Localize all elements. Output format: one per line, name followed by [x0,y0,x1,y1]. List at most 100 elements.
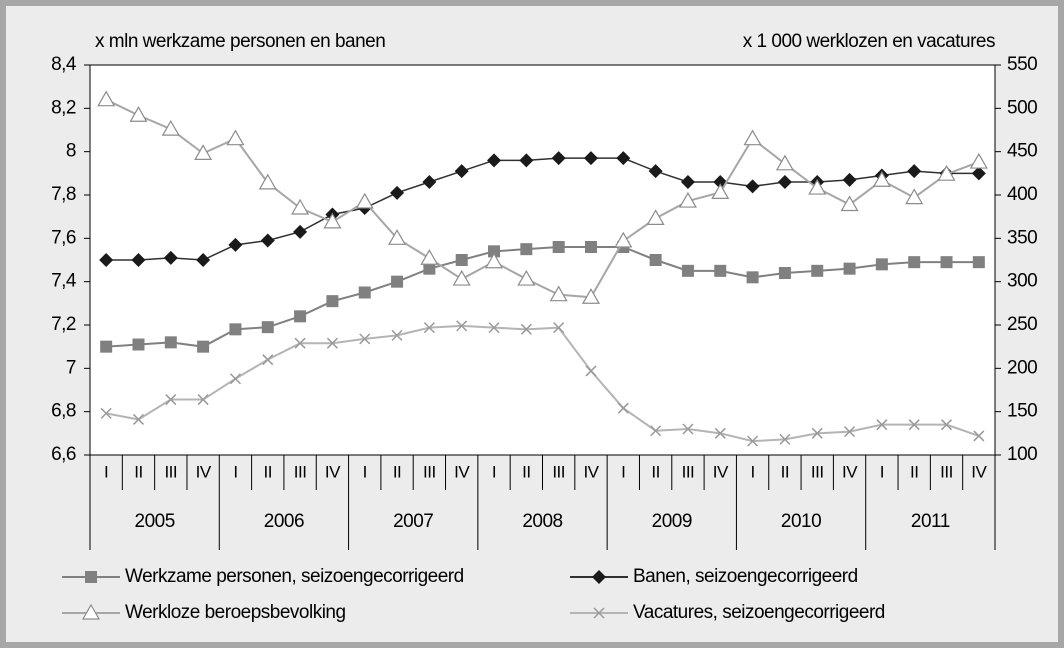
data-point [456,320,468,332]
data-point [262,354,274,366]
data-point [551,151,566,166]
data-point [99,253,114,267]
data-point [517,269,536,286]
data-point [617,402,629,414]
data-point [778,267,791,279]
y2-tick-label: 350 [1007,227,1037,248]
y2-tick-label: 450 [1007,141,1037,162]
legend-marker [85,571,97,583]
data-point [844,426,856,438]
x-tick-label: II [910,462,918,481]
y-axis-title: x mln werkzame personen en banen [95,31,385,52]
data-point [808,178,827,195]
data-point [549,285,568,302]
x-tick-label: II [134,462,142,481]
legend-marker [592,570,606,584]
x-tick-label: III [164,462,177,481]
data-point [583,151,598,166]
data-point [908,256,921,269]
data-point [711,183,730,199]
data-point [164,336,177,349]
data-point [907,164,922,179]
y2-axis-title: x 1 000 werklozen en vacatures [743,31,995,52]
data-point [747,435,759,447]
legend-label: Banen, seizoengecorrigeerd [633,566,858,587]
data-point [423,322,435,334]
data-point [520,323,532,335]
data-point [197,394,209,406]
data-point [229,373,241,385]
x-tick-label: IV [583,462,599,481]
y2-tick-label: 400 [1007,184,1037,205]
data-point [971,166,986,181]
data-point [390,185,405,200]
legend-marker [81,603,101,620]
data-point [553,322,565,334]
x-tick-label: III [294,462,307,481]
x-tick-label: III [940,462,953,481]
data-point [161,119,180,136]
x-tick-label: III [552,462,565,481]
data-point [484,252,504,269]
data-point [937,164,956,181]
data-point [326,295,339,308]
data-point [746,271,759,284]
data-point [359,333,371,345]
data-point [908,419,920,431]
data-point [391,275,404,288]
data-point [940,419,953,431]
group-label: 2011 [911,511,950,532]
y-tick-label: 6,6 [51,444,76,465]
legend-label: Werkzame personen, seizoengecorrigeerd [125,566,464,587]
x-tick-label: III [423,462,436,481]
data-point [228,237,243,252]
series-line [105,324,980,443]
y2-tick-label: 200 [1007,357,1037,378]
data-point [581,288,601,304]
legend-marker [593,607,605,619]
series-line [105,98,980,299]
data-point [519,153,534,168]
data-point [326,337,338,349]
data-point [714,427,726,439]
data-point [420,249,439,265]
y2-tick-label: 300 [1007,271,1037,292]
x-tick-label: II [651,462,659,481]
data-point [454,164,469,179]
data-point [452,269,471,286]
data-point [129,106,148,122]
data-point [779,433,791,445]
data-point [682,423,694,435]
x-tick-label: I [104,462,108,481]
data-point [132,338,145,351]
data-point [165,394,177,406]
data-point [940,256,953,269]
data-point [552,241,565,253]
data-point [100,340,113,353]
data-point [294,310,307,323]
data-point [973,430,985,442]
data-point [646,209,665,225]
data-point [905,188,924,205]
data-point [875,258,888,271]
y2-tick-label: 250 [1007,314,1037,335]
data-point [842,172,857,187]
data-point [585,365,597,377]
data-point [488,322,500,334]
data-point [777,175,792,189]
y-tick-label: 7 [66,357,76,378]
y-tick-label: 7,2 [51,314,76,335]
data-point [681,264,694,277]
data-point [258,173,277,190]
data-point [648,164,663,179]
x-tick-label: II [264,462,272,481]
data-point [291,198,310,215]
x-tick-label: IV [325,462,341,481]
x-tick-label: IV [971,462,987,481]
data-point [876,419,888,431]
data-point [422,175,437,189]
data-point [131,253,146,267]
x-tick-label: I [363,462,367,481]
